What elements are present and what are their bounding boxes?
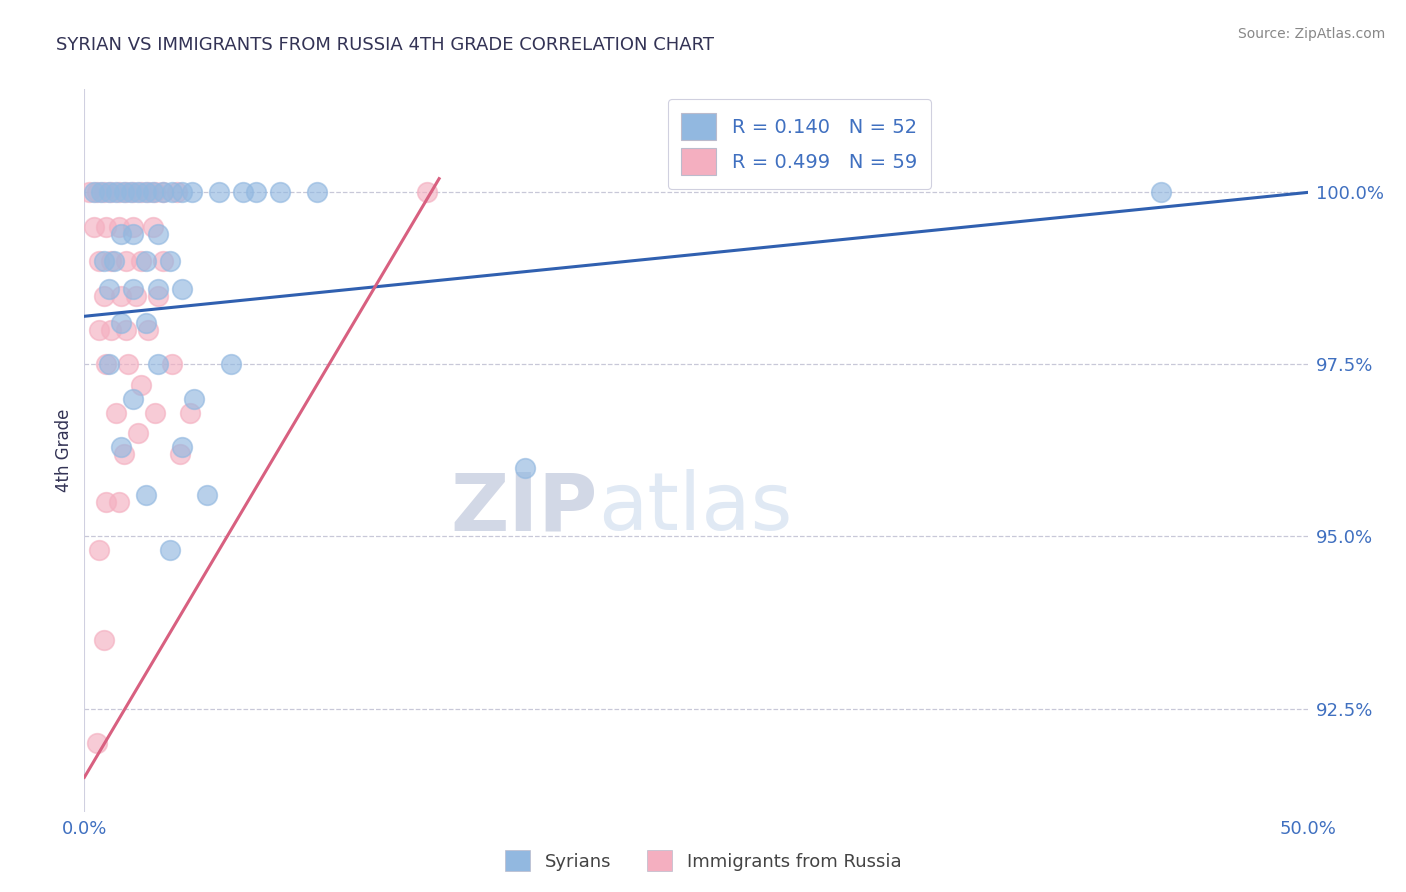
Point (105, 406, 128, 420)
Point (97, 358, 120, 372)
Point (115, 323, 138, 337)
Point (83, 219, 105, 234)
Y-axis label: 4th Grade: 4th Grade (55, 409, 73, 492)
Point (87, 323, 110, 337)
Point (105, 186, 128, 200)
Point (179, 406, 201, 420)
Point (110, 440, 132, 454)
Point (129, 186, 152, 200)
Point (143, 186, 166, 200)
Point (219, 358, 242, 372)
Point (122, 186, 145, 200)
Point (142, 186, 165, 200)
Point (93, 186, 115, 200)
Point (245, 186, 267, 200)
Point (159, 543, 181, 558)
Point (117, 358, 139, 372)
Point (183, 392, 205, 406)
Point (513, 460, 536, 475)
Point (122, 219, 145, 234)
Point (100, 186, 122, 200)
Point (93, 632, 115, 647)
Point (110, 227, 132, 241)
Point (93, 288, 115, 302)
Point (152, 186, 174, 200)
Point (172, 282, 194, 296)
Point (86, 186, 108, 200)
Point (103, 254, 125, 268)
Point (87, 543, 110, 558)
Point (136, 186, 159, 200)
Point (232, 186, 254, 200)
Point (86, 736, 108, 750)
Point (1150, 186, 1173, 200)
Point (83, 186, 105, 200)
Point (122, 227, 145, 241)
Point (112, 186, 135, 200)
Point (127, 186, 149, 200)
Point (416, 186, 439, 200)
Point (127, 426, 149, 441)
Point (146, 358, 169, 372)
Point (77, 186, 100, 200)
Text: ZIP: ZIP (451, 469, 598, 548)
Point (143, 406, 166, 420)
Point (110, 316, 132, 330)
Point (162, 186, 184, 200)
Text: SYRIAN VS IMMIGRANTS FROM RUSSIA 4TH GRADE CORRELATION CHART: SYRIAN VS IMMIGRANTS FROM RUSSIA 4TH GRA… (56, 36, 714, 54)
Legend: R = 0.140   N = 52, R = 0.499   N = 59: R = 0.140 N = 52, R = 0.499 N = 59 (668, 99, 931, 189)
Point (146, 227, 169, 241)
Point (97, 282, 120, 296)
Point (172, 186, 194, 200)
Point (122, 392, 145, 406)
Point (97, 186, 120, 200)
Point (100, 254, 122, 268)
Point (107, 495, 129, 509)
Point (305, 186, 328, 200)
Point (96, 358, 118, 372)
Point (115, 186, 138, 200)
Point (129, 378, 152, 392)
Point (122, 282, 145, 296)
Point (135, 488, 157, 502)
Point (169, 447, 191, 461)
Point (93, 254, 115, 268)
Text: Source: ZipAtlas.com: Source: ZipAtlas.com (1237, 27, 1385, 41)
Point (129, 254, 152, 268)
Point (136, 323, 159, 337)
Point (166, 186, 188, 200)
Point (195, 488, 218, 502)
Legend: Syrians, Immigrants from Russia: Syrians, Immigrants from Russia (498, 843, 908, 879)
Point (135, 254, 157, 268)
Point (110, 288, 132, 302)
Point (120, 186, 142, 200)
Point (208, 186, 231, 200)
Point (96, 495, 118, 509)
Point (90, 186, 112, 200)
Point (172, 440, 194, 454)
Point (115, 254, 138, 268)
Point (100, 323, 122, 337)
Point (162, 358, 184, 372)
Point (152, 186, 174, 200)
Point (159, 254, 181, 268)
Point (107, 186, 129, 200)
Point (125, 288, 148, 302)
Point (87, 254, 110, 268)
Point (142, 219, 165, 234)
Point (107, 219, 129, 234)
Point (112, 447, 135, 461)
Point (135, 316, 157, 330)
Point (146, 282, 169, 296)
Point (181, 186, 204, 200)
Point (146, 288, 169, 302)
Text: atlas: atlas (598, 469, 793, 548)
Point (96, 219, 118, 234)
Point (269, 186, 291, 200)
Point (152, 254, 174, 268)
Point (135, 186, 157, 200)
